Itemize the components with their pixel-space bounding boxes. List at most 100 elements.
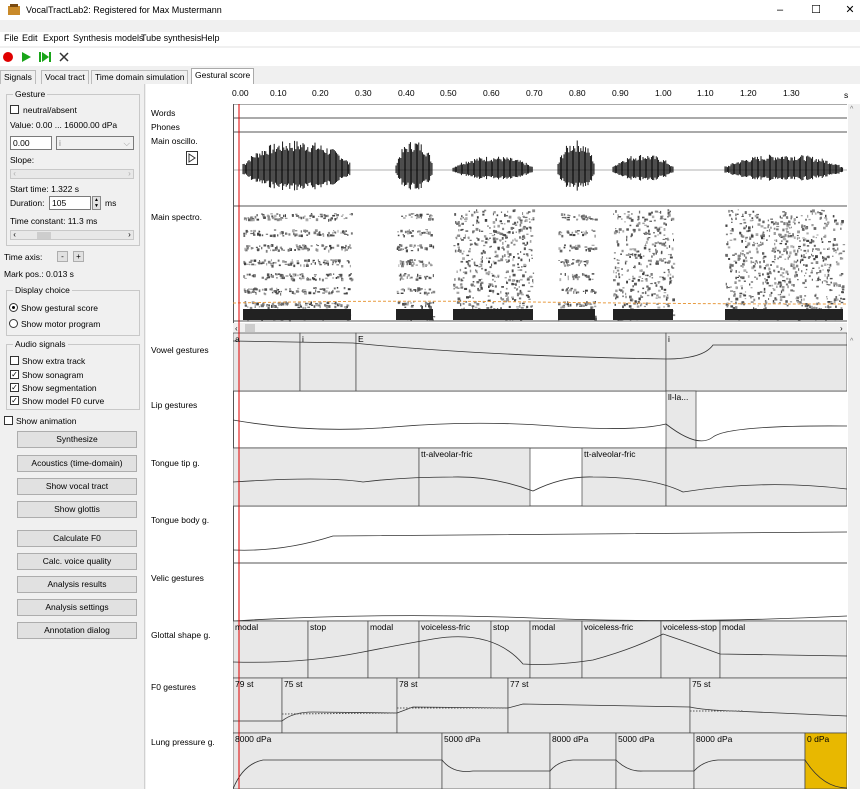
tick-label: 0.40 — [398, 88, 415, 98]
analysis-settings-button[interactable]: Analysis settings — [17, 599, 137, 616]
tick-label: 0.80 — [569, 88, 586, 98]
acoustics-time-domain-button[interactable]: Acoustics (time-domain) — [17, 455, 137, 472]
stop-icon[interactable] — [58, 51, 70, 63]
glottal-gesture-label: voiceless-stop — [663, 622, 717, 632]
tab-signals[interactable]: Signals — [0, 70, 36, 84]
calculate-f0-button[interactable]: Calculate F0 — [17, 530, 137, 547]
time-axis-minus-button[interactable]: - — [57, 251, 68, 262]
neutral-label: neutral/absent — [23, 105, 77, 115]
lung-gesture-selected[interactable] — [804, 732, 847, 789]
show-glottis-button[interactable]: Show glottis — [17, 501, 137, 518]
glottal-gesture-label: modal — [532, 622, 556, 632]
show-segmentation-checkbox[interactable]: ✓ — [10, 383, 19, 392]
value-input[interactable]: 0.00 — [10, 136, 52, 150]
vertical-scrollbar[interactable]: ^ ^ — [848, 104, 860, 789]
track-label-tongue-body: Tongue body g. — [151, 515, 210, 525]
glottal-gesture-label: voiceless-fric — [584, 622, 634, 632]
play-selection-icon[interactable] — [38, 51, 52, 63]
vowel-gesture-label: i — [302, 334, 304, 344]
tick-label: 1.20 — [740, 88, 757, 98]
glottal-gesture-label: modal — [722, 622, 746, 632]
menu-export[interactable]: Export — [43, 33, 70, 43]
vowel-gesture-label: a — [235, 334, 240, 344]
track-label-vowel: Vowel gestures — [151, 345, 209, 355]
duration-input[interactable]: 105 — [49, 196, 91, 210]
show-extra-track-checkbox[interactable] — [10, 356, 19, 365]
time-axis-label: Time axis: — [4, 252, 43, 262]
menu-file[interactable]: File — [4, 33, 19, 43]
play-oscillo-icon[interactable] — [186, 151, 198, 165]
f0-gesture[interactable] — [689, 677, 847, 734]
show-animation-checkbox[interactable] — [4, 416, 13, 425]
menu-edit[interactable]: Edit — [22, 33, 38, 43]
f0-gesture[interactable] — [233, 677, 283, 734]
vowel-gesture-label: E — [358, 334, 364, 344]
glottal-gesture-label: modal — [370, 622, 394, 632]
tab-vocal-tract[interactable]: Vocal tract — [41, 70, 89, 84]
slope-slider[interactable]: ‹ › — [10, 169, 134, 179]
show-gestural-score-radio[interactable] — [9, 303, 18, 312]
timeline-scroll-thumb[interactable] — [245, 324, 255, 332]
lung-gesture[interactable] — [549, 732, 617, 789]
menu-synthesis-models[interactable]: Synthesis models — [73, 33, 144, 43]
f0-gesture[interactable] — [396, 677, 509, 734]
vowel-gesture[interactable] — [665, 332, 847, 392]
glottal-gesture[interactable] — [529, 620, 583, 679]
show-model-f0-checkbox[interactable]: ✓ — [10, 396, 19, 405]
glottal-gesture-label: voiceless-fric — [421, 622, 471, 632]
track-label-tongue-tip: Tongue tip g. — [151, 458, 200, 468]
track-label-words: Words — [151, 108, 176, 118]
glottal-gesture[interactable] — [418, 620, 492, 679]
value-combo[interactable]: i ⌵ — [56, 136, 134, 150]
duration-spinner[interactable]: ▲ ▼ — [92, 196, 101, 210]
analysis-results-button[interactable]: Analysis results — [17, 576, 137, 593]
time-axis-plus-button[interactable]: + — [73, 251, 84, 262]
tongue-tip-gesture[interactable] — [233, 447, 420, 507]
show-vocal-tract-button[interactable]: Show vocal tract — [17, 478, 137, 495]
tick-label: 0.10 — [270, 88, 287, 98]
close-button[interactable]: ✕ — [845, 4, 855, 16]
show-animation-label: Show animation — [16, 416, 77, 426]
lung-gesture[interactable] — [233, 732, 443, 789]
gesture-group: Gesture — [6, 89, 140, 246]
show-sonagram-checkbox[interactable]: ✓ — [10, 370, 19, 379]
menu-help[interactable]: Help — [201, 33, 220, 43]
tongue-tip-gesture[interactable] — [665, 447, 847, 507]
minimize-button[interactable]: – — [776, 4, 784, 16]
tick-label: 1.00 — [655, 88, 672, 98]
tick-label: 0.50 — [440, 88, 457, 98]
tracks-canvas[interactable]: ‹ › — [233, 104, 847, 789]
scroll-up-icon[interactable]: ^ — [850, 338, 854, 345]
gestural-score-view[interactable]: 0.00 0.10 0.20 0.30 0.40 0.50 0.60 0.70 … — [146, 84, 860, 789]
tab-gestural-score[interactable]: Gestural score — [191, 68, 255, 85]
annotation-dialog-button[interactable]: Annotation dialog — [17, 622, 137, 639]
menu-tube-synthesis[interactable]: Tube synthesis — [141, 33, 202, 43]
tab-time-domain-simulation[interactable]: Time domain simulation — [91, 70, 189, 84]
time-constant-slider[interactable]: ‹ › — [10, 230, 134, 240]
glottal-gesture[interactable] — [581, 620, 662, 679]
show-motor-program-radio[interactable] — [9, 319, 18, 328]
vowel-gesture[interactable] — [299, 332, 357, 392]
maximize-button[interactable]: ☐ — [811, 4, 821, 16]
play-icon[interactable] — [20, 51, 32, 63]
lung-gesture[interactable] — [615, 732, 695, 789]
start-time-label: Start time: 1.322 s — [10, 184, 79, 194]
vowel-gesture[interactable] — [233, 332, 301, 392]
glottal-gesture[interactable] — [233, 620, 309, 679]
gesture-tracks[interactable] — [233, 332, 847, 789]
show-motor-program-label: Show motor program — [21, 319, 101, 329]
vowel-gesture[interactable] — [355, 332, 667, 392]
glottal-gesture-label: stop — [310, 622, 327, 632]
lung-gesture-label: 5000 dPa — [618, 734, 655, 744]
time-axis: 0.00 0.10 0.20 0.30 0.40 0.50 0.60 0.70 … — [146, 84, 860, 104]
track-label-lung: Lung pressure g. — [151, 737, 215, 747]
tick-label: 0.30 — [355, 88, 372, 98]
duration-label: Duration: — [10, 198, 45, 208]
calc-voice-quality-button[interactable]: Calc. voice quality — [17, 553, 137, 570]
neutral-checkbox[interactable] — [10, 105, 19, 114]
synthesize-button[interactable]: Synthesize — [17, 431, 137, 448]
left-panel: Gesture neutral/absent Value: 0.00 ... 1… — [0, 84, 145, 789]
glottal-gesture-label: modal — [235, 622, 259, 632]
scroll-up-icon[interactable]: ^ — [850, 106, 854, 113]
record-icon[interactable] — [2, 51, 14, 63]
